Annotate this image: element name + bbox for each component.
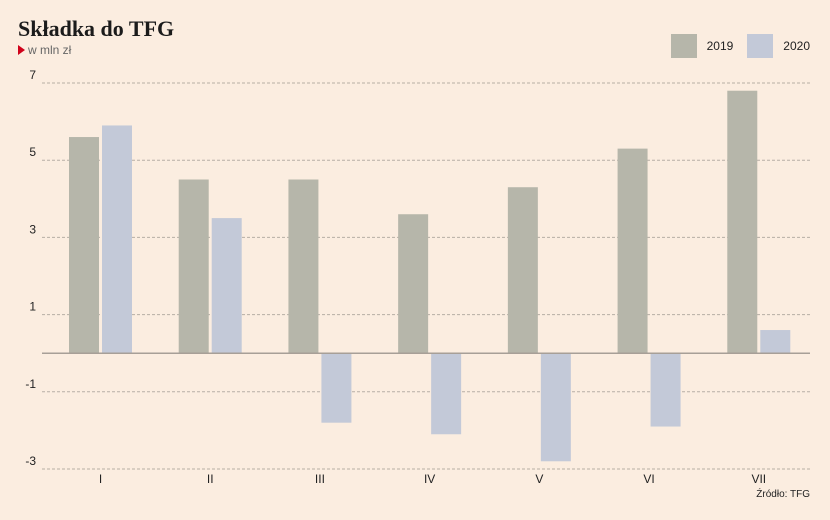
y-tick-label: 1 — [29, 300, 36, 314]
legend-swatch-2020 — [747, 34, 774, 58]
bar-2019 — [288, 179, 319, 354]
bar-2020 — [431, 353, 462, 435]
x-tick-label: VI — [643, 472, 654, 486]
bar-2019 — [178, 179, 209, 354]
x-tick-label: V — [535, 472, 543, 486]
chart-subtitle: w mln zł — [18, 43, 71, 57]
unit-label: w mln zł — [28, 43, 72, 57]
legend-label-2020: 2020 — [783, 39, 810, 53]
bar-2019 — [617, 148, 648, 354]
source-note: Źródło: TFG — [756, 489, 810, 500]
bar-2020 — [321, 353, 352, 423]
legend: 2019 2020 — [670, 34, 810, 58]
y-tick-label: 3 — [29, 222, 36, 236]
bar-2020 — [650, 353, 681, 427]
y-tick-label: 7 — [29, 68, 36, 82]
x-tick-label: II — [207, 472, 214, 486]
x-tick-label: VII — [751, 472, 766, 486]
legend-swatch-2019 — [670, 34, 697, 58]
bar-2020 — [102, 125, 132, 354]
y-tick-label: -3 — [25, 454, 36, 468]
bar-2020 — [540, 353, 571, 462]
x-tick-label: I — [99, 472, 102, 486]
bar-2019 — [727, 90, 758, 354]
triangle-marker-icon — [18, 45, 25, 55]
chart-title: Składka do TFG — [18, 16, 175, 41]
legend-item-2019: 2019 — [670, 34, 734, 58]
bar-2019 — [507, 187, 538, 354]
bar-2020 — [211, 218, 242, 354]
bar-2019 — [69, 137, 99, 354]
y-tick-label: 5 — [29, 145, 36, 159]
x-tick-label: IV — [424, 472, 435, 486]
legend-label-2019: 2019 — [706, 39, 734, 53]
bar-2019 — [398, 214, 429, 354]
x-tick-label: III — [315, 472, 325, 486]
y-tick-label: -1 — [25, 377, 36, 391]
legend-item-2020: 2020 — [747, 34, 810, 58]
bar-2020 — [760, 330, 791, 354]
